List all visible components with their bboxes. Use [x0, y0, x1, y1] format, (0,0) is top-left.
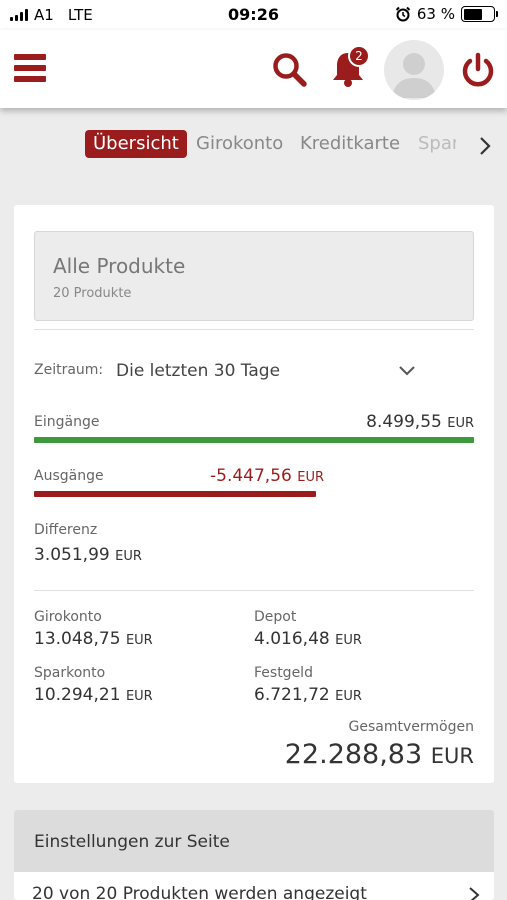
expenses-value: -5.447,56 [210, 466, 292, 486]
account-label-festgeld: Festgeld [254, 665, 313, 681]
income-value: 8.499,55 [366, 412, 442, 432]
status-left: A1 LTE [10, 6, 93, 24]
period-select[interactable]: Die letzten 30 Tage [116, 361, 281, 381]
expenses-currency: EUR [297, 470, 325, 485]
difference-label: Differenz [34, 522, 98, 538]
income-bar [34, 437, 474, 443]
product-count: 20 Produkte [53, 286, 132, 301]
difference-amount: 3.051,99 EUR [34, 545, 142, 565]
total-amount: 22.288,83 EUR [285, 739, 474, 770]
income-label: Eingänge [34, 414, 100, 430]
account-currency: EUR [335, 689, 362, 704]
notification-badge: 2 [348, 45, 370, 67]
search-icon[interactable] [272, 52, 308, 88]
menu-icon[interactable] [14, 54, 46, 84]
network-label: LTE [67, 6, 93, 24]
expenses-label: Ausgänge [34, 468, 104, 484]
total-currency: EUR [430, 744, 474, 768]
chevron-down-icon[interactable] [398, 365, 416, 377]
account-label-depot: Depot [254, 609, 297, 625]
status-time: 09:26 [228, 5, 279, 24]
carrier-label: A1 [34, 6, 54, 24]
tab-spar[interactable]: Spar [418, 133, 456, 154]
tab-kreditkarte[interactable]: Kreditkarte [300, 133, 401, 154]
difference-value: 3.051,99 [34, 545, 110, 565]
chevron-right-icon[interactable] [478, 136, 492, 156]
alarm-icon [395, 6, 411, 22]
account-value: 13.048,75 [34, 629, 121, 649]
status-bar: A1 LTE 09:26 63 % [0, 0, 507, 30]
account-amount-sparkonto: 10.294,21 EUR [34, 685, 153, 705]
income-currency: EUR [447, 416, 474, 431]
settings-title: Einstellungen zur Seite [14, 810, 494, 872]
account-currency: EUR [125, 689, 153, 704]
expenses-bar [34, 491, 316, 497]
settings-row-products[interactable]: 20 von 20 Produkten werden angezeigt [14, 872, 494, 900]
account-amount-girokonto: 13.048,75 EUR [34, 629, 153, 649]
account-value: 6.721,72 [254, 685, 330, 705]
user-icon [392, 53, 436, 98]
account-value: 4.016,48 [254, 629, 330, 649]
difference-currency: EUR [115, 549, 142, 564]
status-right: 63 % [395, 5, 498, 23]
chevron-right-icon [469, 887, 480, 900]
account-amount-festgeld: 6.721,72 EUR [254, 685, 362, 705]
account-currency: EUR [335, 633, 362, 648]
account-label-girokonto: Girokonto [34, 609, 102, 625]
account-label-sparkonto: Sparkonto [34, 665, 106, 681]
income-amount: 8.499,55 EUR [366, 412, 474, 432]
power-icon[interactable] [461, 52, 495, 88]
product-selector[interactable]: Alle Produkte 20 Produkte [34, 231, 474, 321]
expenses-amount: -5.447,56 EUR [210, 466, 324, 486]
period-label: Zeitraum: [34, 362, 104, 378]
divider [34, 590, 474, 591]
battery-percent: 63 % [416, 5, 455, 23]
overview-card: Alle Produkte 20 Produkte Zeitraum: Die … [14, 205, 494, 783]
account-amount-depot: 4.016,48 EUR [254, 629, 362, 649]
battery-fill [463, 8, 482, 20]
account-value: 10.294,21 [34, 685, 121, 705]
total-label: Gesamtvermögen [348, 719, 474, 735]
product-title: Alle Produkte [53, 254, 186, 278]
tab-bar: Übersicht Girokonto Kreditkarte Spar [0, 130, 507, 160]
battery-icon [461, 6, 498, 22]
settings-panel: Einstellungen zur Seite 20 von 20 Produk… [14, 810, 494, 900]
tab-girokonto[interactable]: Girokonto [196, 133, 284, 154]
tab-uebersicht[interactable]: Übersicht [85, 130, 187, 158]
total-value: 22.288,83 [284, 739, 423, 770]
avatar[interactable] [384, 40, 444, 100]
divider [34, 329, 474, 330]
app-header: 2 [0, 30, 507, 108]
settings-row-label: 20 von 20 Produkten werden angezeigt [32, 884, 367, 900]
account-currency: EUR [125, 633, 153, 648]
signal-icon [10, 9, 28, 21]
